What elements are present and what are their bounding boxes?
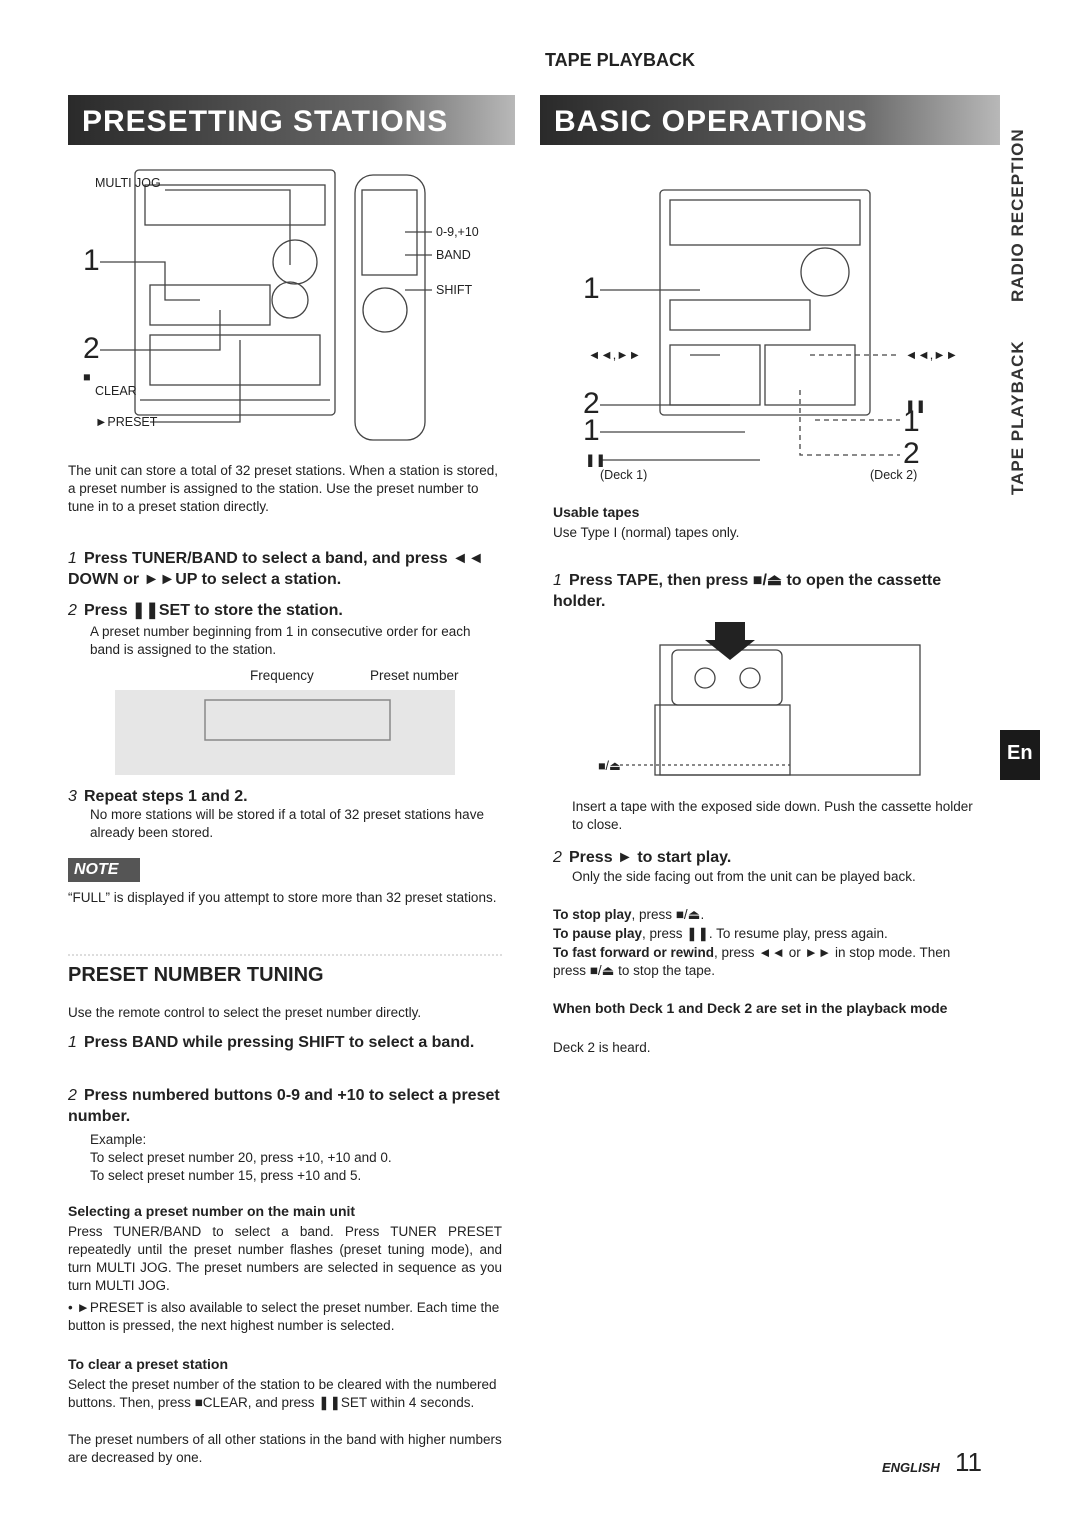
step-number: 3 xyxy=(68,788,77,805)
step-title: Press BAND while pressing SHIFT to selec… xyxy=(84,1034,475,1051)
language-tab: En xyxy=(1007,742,1033,764)
paragraph: Select the preset number of the station … xyxy=(68,1377,497,1410)
step: 2 Press ❚❚SET to store the station. xyxy=(68,600,502,621)
figure-label: ◄◄,►► xyxy=(588,348,641,362)
figure-label: ■ xyxy=(83,370,91,384)
figure-label: 2 xyxy=(903,437,920,470)
step: 2 Press ► to start play. xyxy=(553,847,985,868)
example-line: To select preset number 20, press +10, +… xyxy=(90,1150,392,1165)
step-title: Press ❚❚SET to store the station. xyxy=(84,602,343,619)
example-line: Example: xyxy=(90,1132,147,1147)
figure-label: (Deck 2) xyxy=(870,468,918,482)
figure-label: 1 xyxy=(83,244,100,277)
step: 1 Press BAND while pressing SHIFT to sele… xyxy=(68,1032,502,1053)
figure-label: (Deck 1) xyxy=(600,468,648,482)
heading: PRESET NUMBER TUNING xyxy=(68,964,324,986)
subheading: When both Deck 1 and Deck 2 are set in t… xyxy=(553,1000,948,1016)
banner: PRESETTING STATIONS xyxy=(68,95,515,145)
step-number: 2 xyxy=(68,1087,77,1104)
arrow xyxy=(705,622,755,660)
step: 1 Press TAPE, then press ■/⏏ to open the … xyxy=(553,570,985,612)
figure-label: BAND xyxy=(436,248,471,262)
display-label: Preset number xyxy=(370,668,459,683)
step-text: No more stations will be stored if a tot… xyxy=(90,807,484,840)
paragraph: The preset numbers of all other stations… xyxy=(68,1432,502,1465)
step-text: Insert a tape with the exposed side down… xyxy=(572,799,973,832)
figure-label: ❚❚ xyxy=(585,453,606,467)
tip-text: , press ■/⏏. xyxy=(631,907,705,922)
figure-label: 0-9,+10 xyxy=(436,225,479,239)
subheading: Usable tapes xyxy=(553,504,640,520)
step-number: 1 xyxy=(68,550,77,567)
subheading: Selecting a preset number on the main un… xyxy=(68,1203,356,1219)
figure-label: ❚❚ xyxy=(905,399,926,413)
paragraph: Press TUNER/BAND to select a band. Press… xyxy=(68,1224,502,1293)
step-title: Press TAPE, then press ■/⏏ to open the c… xyxy=(553,572,942,610)
display-image xyxy=(115,690,455,775)
section-title: TAPE PLAYBACK xyxy=(545,50,696,70)
step-text: A preset number beginning from 1 in cons… xyxy=(90,624,471,657)
step-title: Press numbered buttons 0-9 and +10 to se… xyxy=(68,1087,500,1125)
step-title: Repeat steps 1 and 2. xyxy=(84,788,248,805)
bullet: • ►PRESET is also available to select th… xyxy=(68,1300,500,1333)
figure-label: ►PRESET xyxy=(95,415,158,429)
figure-label: CLEAR xyxy=(95,384,137,398)
step-number: 1 xyxy=(553,572,562,589)
figure-label: ◄◄,►► xyxy=(905,348,958,362)
step-title: Press TUNER/BAND to select a band, and p… xyxy=(68,550,484,588)
figure-label: 2 xyxy=(83,332,100,365)
side-tab: RADIO RECEPTION xyxy=(1008,128,1027,302)
subheading: To clear a preset station xyxy=(68,1356,229,1372)
step: 3 Repeat steps 1 and 2. xyxy=(68,786,502,807)
tip-label: To stop play xyxy=(553,907,632,922)
tip-text: , press ◄◄ or ►► in stop mode. Then pres… xyxy=(553,945,951,978)
display-label: Frequency xyxy=(250,668,314,683)
step: 2 Press numbered buttons 0-9 and +10 to s… xyxy=(68,1085,502,1127)
figure-label: SHIFT xyxy=(436,283,473,297)
tip: To fast forward or rewind, press ◄◄ or ►… xyxy=(553,944,985,980)
intro: The unit can store a total of 32 preset … xyxy=(68,463,498,514)
example-line: To select preset number 15, press +10 an… xyxy=(90,1168,362,1183)
figure-label: ■/⏏ xyxy=(598,759,621,773)
note-label: NOTE xyxy=(74,861,119,878)
tip-label: To pause play xyxy=(553,926,643,941)
step-title: Press ► to start play. xyxy=(569,849,732,866)
footer-language: ENGLISH xyxy=(882,1460,940,1475)
figure-label: 1 xyxy=(583,272,600,305)
page-number: 11 xyxy=(955,1447,982,1477)
note-text: “FULL” is displayed if you attempt to st… xyxy=(68,890,497,905)
tip-label: To fast forward or rewind xyxy=(553,945,715,960)
figure-label: MULTI JOG xyxy=(95,176,161,190)
side-tab: TAPE PLAYBACK xyxy=(1008,340,1027,495)
paragraph: Use Type I (normal) tapes only. xyxy=(553,525,740,540)
tip-text: , press ❚❚. To resume play, press again. xyxy=(642,926,888,941)
figure-label: 1 xyxy=(903,405,920,438)
figure-label: 2 xyxy=(583,387,600,420)
banner: BASIC OPERATIONS xyxy=(540,95,1000,145)
paragraph: Deck 2 is heard. xyxy=(553,1040,651,1055)
intro: Use the remote control to select the pre… xyxy=(68,1005,422,1020)
step-number: 2 xyxy=(68,602,77,619)
step: 1 Press TUNER/BAND to select a band, and … xyxy=(68,548,502,590)
step-number: 2 xyxy=(553,849,562,866)
step-text: Only the side facing out from the unit c… xyxy=(572,869,916,884)
tip: To stop play, press ■/⏏. xyxy=(553,906,985,924)
step-number: 1 xyxy=(68,1034,77,1051)
figure-label: 1 xyxy=(583,414,600,447)
tip: To pause play, press ❚❚. To resume play,… xyxy=(553,925,985,943)
